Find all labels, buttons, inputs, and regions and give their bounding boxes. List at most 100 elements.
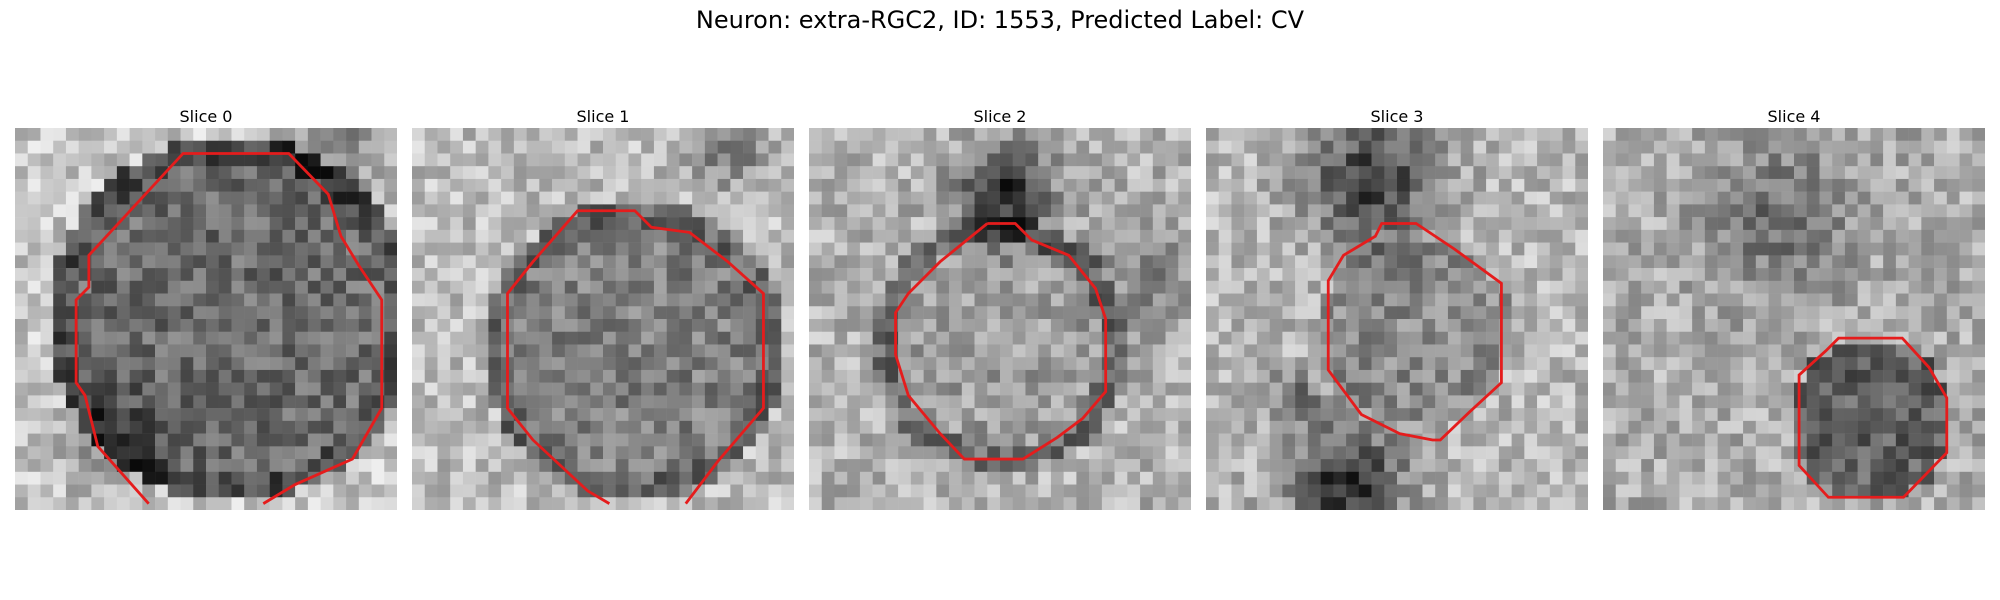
pixel (1832, 395, 1846, 409)
pixel (1755, 255, 1769, 269)
slice-image-1 (412, 128, 794, 510)
pixel (1959, 166, 1973, 180)
pixel (743, 166, 757, 180)
pixel (116, 306, 130, 320)
pixel (1089, 255, 1103, 269)
pixel (1231, 408, 1245, 422)
pixel (872, 408, 886, 422)
pixel (1959, 280, 1973, 294)
pixel (104, 128, 118, 141)
pixel (1206, 408, 1219, 422)
pixel (320, 153, 334, 167)
pixel (949, 319, 963, 332)
pixel (1050, 255, 1064, 269)
pixel (501, 217, 515, 231)
pixel (949, 446, 963, 460)
pixel (1231, 153, 1245, 167)
pixel (1244, 255, 1258, 269)
pixel (1946, 459, 1960, 473)
pixel (641, 204, 655, 218)
pixel (53, 255, 67, 269)
pixel (1549, 369, 1563, 383)
pixel (1038, 178, 1052, 192)
pixel (692, 229, 706, 243)
pixel (501, 191, 515, 205)
pixel (1844, 357, 1858, 371)
pixel (1537, 420, 1551, 434)
pixel (78, 293, 92, 307)
pixel (104, 140, 118, 154)
pixel (450, 369, 464, 383)
pixel (1895, 255, 1909, 269)
pixel (1794, 331, 1807, 345)
pixel (1628, 446, 1642, 460)
pixel (155, 140, 169, 154)
pixel (1603, 268, 1616, 282)
pixel (834, 166, 848, 180)
pixel (1165, 446, 1179, 460)
pixel (1641, 369, 1655, 383)
pixel (1486, 204, 1500, 218)
pixel (1895, 319, 1909, 332)
figure-title: Neuron: extra-RGC2, ID: 1553, Predicted … (695, 6, 1305, 34)
pixel (1704, 255, 1718, 269)
pixel (1959, 433, 1973, 447)
pixel (193, 433, 207, 447)
pixel (885, 128, 899, 141)
pixel (1460, 369, 1474, 383)
pixel (847, 242, 861, 256)
pixel (40, 242, 54, 256)
pixel (1794, 153, 1807, 167)
pixel (1000, 497, 1013, 510)
pixel (1152, 178, 1166, 192)
pixel (1206, 446, 1219, 460)
pixel (1460, 242, 1474, 256)
pixel (1358, 459, 1372, 473)
pixel (1206, 459, 1219, 473)
pixel (1603, 420, 1616, 434)
pixel (1422, 128, 1436, 141)
pixel (1050, 268, 1064, 282)
pixel (1231, 357, 1245, 371)
pixel (666, 140, 680, 154)
pixel (1409, 242, 1423, 256)
pixel (1641, 484, 1655, 498)
pixel (1537, 471, 1551, 485)
pixel (821, 229, 835, 243)
pixel (1473, 369, 1487, 383)
pixel (129, 497, 143, 510)
slice-title-3: Slice 3 (1370, 107, 1424, 126)
pixel (1819, 408, 1833, 422)
pixel (450, 484, 464, 498)
pixel (1794, 217, 1807, 231)
pixel (1244, 369, 1258, 383)
pixel (282, 357, 296, 371)
pixel (462, 178, 476, 192)
pixel (1883, 357, 1897, 371)
pixel (552, 178, 566, 192)
pixel (1972, 153, 1985, 167)
pixel (1114, 408, 1128, 422)
pixel (1666, 191, 1680, 205)
pixel (244, 344, 258, 358)
pixel (1486, 140, 1500, 154)
pixel (1409, 204, 1423, 218)
pixel (974, 357, 988, 371)
pixel (564, 497, 578, 510)
pixel (180, 268, 194, 282)
pixel (552, 166, 566, 180)
pixel (1101, 128, 1115, 141)
pixel (1038, 395, 1052, 409)
pixel (1178, 471, 1191, 485)
pixel (1653, 497, 1667, 510)
pixel (590, 357, 604, 371)
pixel (1755, 420, 1769, 434)
pixel (1244, 471, 1258, 485)
pixel (1511, 484, 1525, 498)
pixel (768, 140, 782, 154)
pixel (384, 408, 397, 422)
pixel (1959, 178, 1973, 192)
pixel (1615, 229, 1629, 243)
pixel (923, 357, 937, 371)
pixel (1397, 433, 1410, 447)
